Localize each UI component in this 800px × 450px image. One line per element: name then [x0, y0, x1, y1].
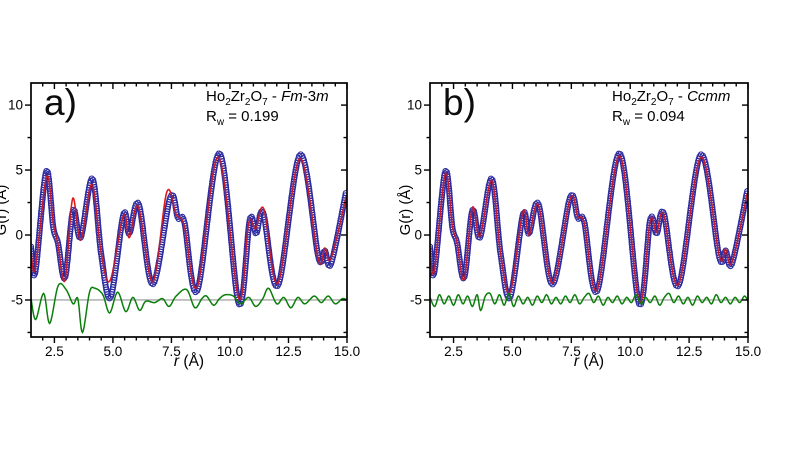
x-tick-label: 2.5: [444, 344, 463, 359]
panel-a-annotation: Ho2Zr2O7 - Fm-3m Rw = 0.199: [206, 87, 329, 128]
difference-curve: [430, 292, 748, 312]
y-tick-label: 0: [15, 228, 23, 243]
x-tick-label: 12.5: [275, 344, 301, 359]
gr-data-circles: [430, 150, 748, 308]
y-tick-label: -5: [410, 292, 422, 307]
x-tick-label: 5.0: [503, 344, 522, 359]
x-tick-label: 2.5: [45, 344, 64, 359]
x-tick-label: 7.5: [162, 344, 181, 359]
panel-b-plot: 2.5 5.0 7.5 10.0 12.5 15.0 -5 0 5 10: [407, 82, 761, 359]
axis-ticks: [424, 83, 749, 343]
fit-line: [31, 155, 347, 301]
panel-a-plot: 2.5 5.0 7.5 10.0 12.5 15.0 -5 0 5 10: [8, 82, 360, 359]
panel-b-annotation: Ho2Zr2O7 - Ccmm Rw = 0.094: [612, 87, 731, 128]
panel-a-rw-value: Rw = 0.199: [206, 108, 279, 128]
axes-frame: [30, 82, 348, 338]
panel-b-rw-value: Rw = 0.094: [612, 108, 685, 128]
difference-curve: [31, 282, 347, 334]
fit-line: [430, 154, 748, 304]
x-tick-label: 10.0: [617, 344, 643, 359]
axes-frame: [429, 82, 749, 338]
panel-b-letter: b): [443, 82, 476, 123]
x-tick-label: 12.5: [676, 344, 702, 359]
tick-labels: 2.5 5.0 7.5 10.0 12.5 15.0 -5 0 5 10: [8, 98, 360, 359]
panel-a-letter: a): [44, 82, 77, 123]
panel-b-x-axis-label: r (Å): [573, 353, 605, 370]
y-tick-label: 5: [15, 163, 23, 178]
panel-b-y-axis-label: G(r) (Å): [397, 184, 414, 236]
tick-labels: 2.5 5.0 7.5 10.0 12.5 15.0 -5 0 5 10: [407, 98, 761, 359]
x-tick-label: 15.0: [334, 344, 360, 359]
y-tick-label: -5: [11, 292, 23, 307]
y-tick-label: 0: [414, 228, 422, 243]
panel-a-structure-label: Ho2Zr2O7 - Fm-3m: [206, 88, 329, 108]
x-tick-label: 15.0: [735, 344, 761, 359]
x-tick-label: 7.5: [562, 344, 581, 359]
panel-b-structure-label: Ho2Zr2O7 - Ccmm: [612, 88, 731, 108]
panel-a-y-axis-label: G(r) (Å): [0, 184, 10, 236]
panel-a-x-axis-label: r (Å): [173, 353, 205, 370]
axis-ticks: [25, 83, 348, 343]
x-tick-label: 10.0: [217, 344, 243, 359]
y-tick-label: 10: [407, 98, 422, 113]
y-tick-label: 5: [414, 163, 422, 178]
x-tick-label: 5.0: [104, 344, 123, 359]
y-tick-label: 10: [8, 98, 23, 113]
